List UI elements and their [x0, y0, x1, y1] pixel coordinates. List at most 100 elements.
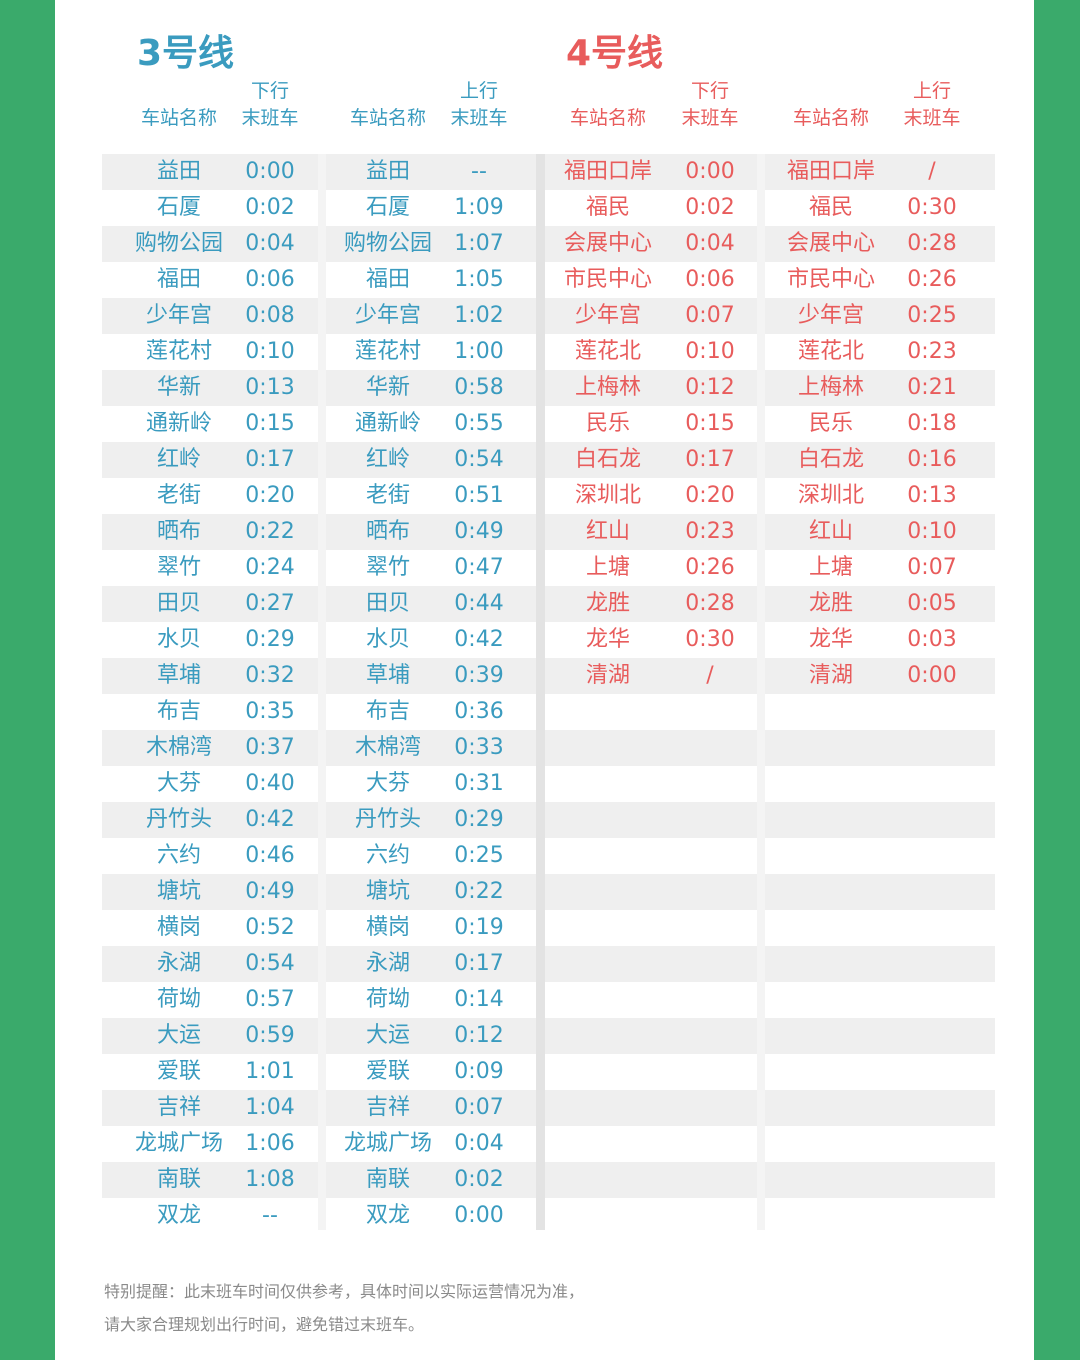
- line3-down-station: 红岭: [156, 447, 201, 472]
- notice-line-2: 请大家合理规划出行时间，避免错过末班车。: [104, 1315, 425, 1334]
- line3-up-time: 0:49: [454, 519, 504, 544]
- line3-down-time: 0:06: [245, 267, 295, 292]
- line3-up-time: 0:00: [454, 1203, 504, 1228]
- line3-down-station: 吉祥: [156, 1095, 201, 1120]
- line3-down-time: 0:52: [245, 915, 295, 940]
- line3-down-station: 老街: [156, 483, 201, 508]
- line3-down-time: 0:46: [245, 843, 295, 868]
- row-background: [545, 1018, 757, 1054]
- row-background: [545, 298, 757, 334]
- table-row: 荷坳 0:57 荷坳 0:14: [102, 982, 995, 1018]
- line4-down-station: 龙华: [585, 627, 630, 652]
- row-background: [545, 1054, 757, 1090]
- line3-down-time: 0:49: [245, 879, 295, 904]
- line4-up-station: 上梅林: [797, 375, 864, 400]
- line3-down-station: 布吉: [156, 699, 201, 724]
- line3-up-time: 1:07: [454, 231, 504, 256]
- row-background: [326, 586, 536, 622]
- row-background: [765, 946, 995, 982]
- table-row: 双龙 -- 双龙 0:00: [102, 1198, 995, 1234]
- line4-up-station: 深圳北: [797, 483, 864, 508]
- notice-line-1: 特别提醒：此末班车时间仅供参考，具体时间以实际运营情况为准，: [104, 1282, 585, 1301]
- table-row: 少年宫 0:08 少年宫 1:02 少年宫 0:07 少年宫 0:25: [102, 298, 995, 334]
- row-background: [545, 1162, 757, 1198]
- line3-down-station: 水贝: [156, 627, 201, 652]
- row-background: [102, 658, 318, 694]
- line3-up-station: 塘坑: [365, 879, 410, 904]
- table-row: 布吉 0:35 布吉 0:36: [102, 694, 995, 730]
- row-background: [326, 802, 536, 838]
- line4-down-station: 福田口岸: [563, 159, 652, 184]
- row-background: [545, 1090, 757, 1126]
- row-background: [326, 298, 536, 334]
- line4-up-time: 0:26: [907, 267, 957, 292]
- line3-down-station: 荷坳: [156, 987, 201, 1012]
- line3-down-time: 0:17: [245, 447, 295, 472]
- line3-down-station: 华新: [156, 375, 201, 400]
- row-background: [102, 514, 318, 550]
- line3-up-station: 大芬: [365, 771, 410, 796]
- line4-down-time: 0:02: [685, 195, 735, 220]
- line3-up-time: 0:17: [454, 951, 504, 976]
- row-background: [102, 442, 318, 478]
- line3-up-station: 红岭: [365, 447, 410, 472]
- row-background: [545, 910, 757, 946]
- line4-up-station: 民乐: [808, 411, 853, 436]
- row-background: [545, 442, 757, 478]
- line3-up-time: 0:42: [454, 627, 504, 652]
- table-row: 永湖 0:54 永湖 0:17: [102, 946, 995, 982]
- line4-down-station: 深圳北: [574, 483, 641, 508]
- line3-down-station: 翠竹: [156, 555, 201, 580]
- line4-up-station: 龙胜: [808, 591, 853, 616]
- line4-down-time: /: [706, 663, 714, 688]
- line3-down-station: 塘坑: [156, 879, 201, 904]
- line4-down-time: 0:26: [685, 555, 735, 580]
- table-row: 华新 0:13 华新 0:58 上梅林 0:12 上梅林 0:21: [102, 370, 995, 406]
- line3-up-time: 0:02: [454, 1167, 504, 1192]
- line4-down-station-header: 车站名称: [569, 107, 646, 129]
- line3-down-station: 少年宫: [145, 303, 212, 328]
- line3-up-station: 通新岭: [354, 411, 421, 436]
- row-background: [765, 1090, 995, 1126]
- line-divider: [536, 154, 545, 1230]
- row-background: [765, 586, 995, 622]
- line3-down-time: 1:01: [245, 1059, 295, 1084]
- row-background: [545, 370, 757, 406]
- line4-up-time: 0:23: [907, 339, 957, 364]
- row-background: [545, 874, 757, 910]
- line3-up-station: 少年宫: [354, 303, 421, 328]
- line3-down-time: 0:22: [245, 519, 295, 544]
- row-background: [765, 1162, 995, 1198]
- row-background: [545, 730, 757, 766]
- table-row: 丹竹头 0:42 丹竹头 0:29: [102, 802, 995, 838]
- line3-down-station: 草埔: [156, 663, 201, 688]
- line3-up-time: 0:09: [454, 1059, 504, 1084]
- line3-down-station: 购物公园: [134, 231, 223, 256]
- line4-up-time: /: [928, 159, 936, 184]
- line3-up-time: 0:31: [454, 771, 504, 796]
- line3-up-station: 南联: [365, 1167, 410, 1192]
- line3-down-time: 0:10: [245, 339, 295, 364]
- line3-up-station: 晒布: [365, 519, 410, 544]
- line3-up-station: 水贝: [365, 627, 410, 652]
- line4-down-last-header: 末班车: [681, 107, 739, 129]
- row-background: [765, 1126, 995, 1162]
- line4-down-time: 0:15: [685, 411, 735, 436]
- line4-down-time: 0:06: [685, 267, 735, 292]
- row-background: [765, 694, 995, 730]
- row-background: [765, 1054, 995, 1090]
- line3-up-time: 0:36: [454, 699, 504, 724]
- row-background: [545, 694, 757, 730]
- row-background: [326, 946, 536, 982]
- line4-down-time: 0:07: [685, 303, 735, 328]
- line3-down-time: 0:02: [245, 195, 295, 220]
- line3-up-station: 翠竹: [365, 555, 410, 580]
- row-background: [765, 766, 995, 802]
- row-background: [545, 514, 757, 550]
- table-row: 田贝 0:27 田贝 0:44 龙胜 0:28 龙胜 0:05: [102, 586, 995, 622]
- row-background: [326, 370, 536, 406]
- line3-down-time: 1:08: [245, 1167, 295, 1192]
- line3-down-time: 0:08: [245, 303, 295, 328]
- line3-down-time: 0:42: [245, 807, 295, 832]
- row-background: [102, 1018, 318, 1054]
